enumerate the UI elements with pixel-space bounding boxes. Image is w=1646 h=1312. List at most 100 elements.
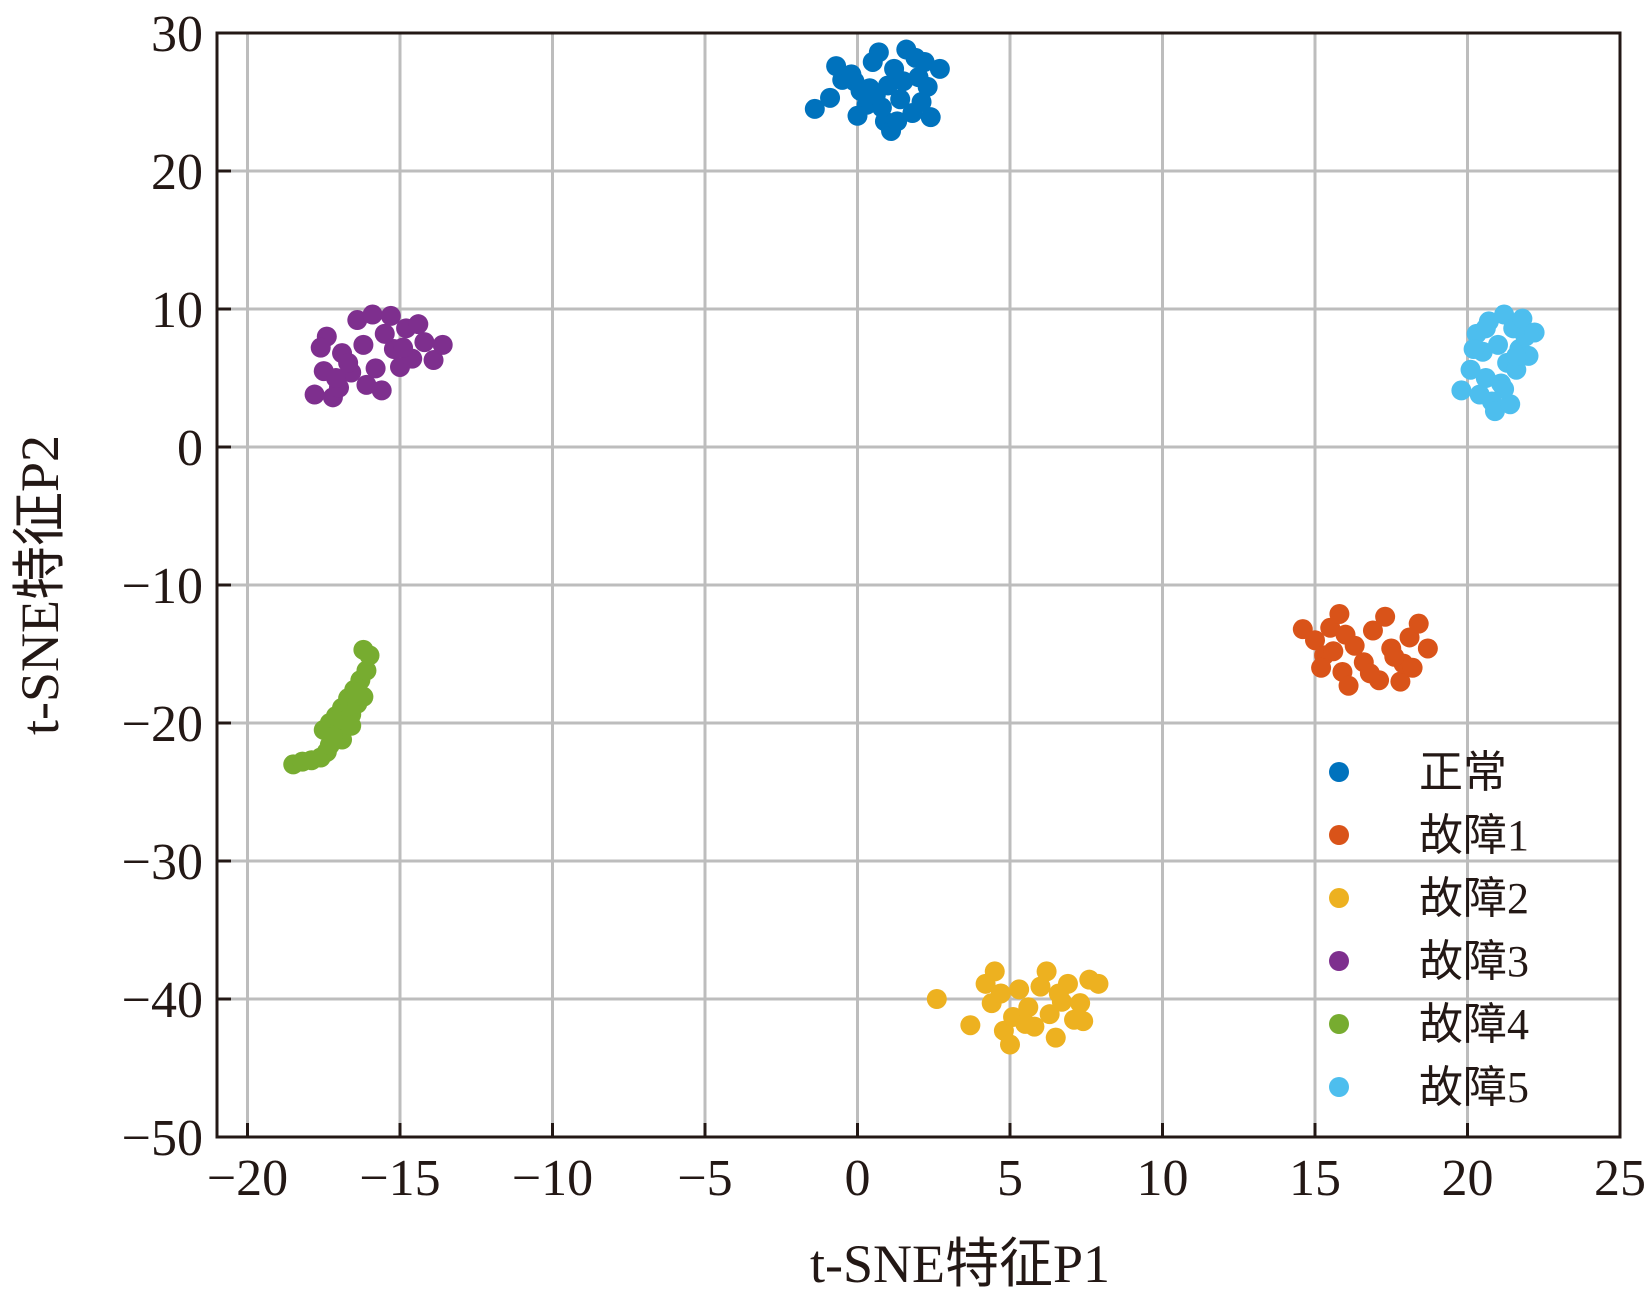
data-point-series-2 (1088, 973, 1109, 994)
data-point-series-4 (356, 660, 377, 681)
data-point-series-0 (826, 56, 847, 77)
data-point-series-3 (347, 310, 368, 331)
data-point-series-1 (1408, 613, 1429, 634)
x-tick-label: 20 (1442, 1150, 1494, 1207)
data-point-series-5 (1494, 379, 1515, 400)
x-tick-label: 5 (997, 1150, 1023, 1207)
data-point-series-1 (1390, 671, 1411, 692)
x-tick-label: −20 (207, 1150, 288, 1207)
data-point-series-5 (1475, 368, 1496, 388)
data-point-series-3 (423, 350, 444, 371)
legend-label: 故障2 (1419, 874, 1529, 923)
x-tick-label: 15 (1289, 1150, 1341, 1207)
data-point-series-3 (371, 380, 392, 401)
grid (217, 33, 1620, 1137)
legend-label: 故障1 (1419, 811, 1529, 860)
legend-marker (1329, 1014, 1349, 1034)
data-point-series-3 (353, 334, 374, 355)
legend-marker (1329, 888, 1349, 908)
data-point-series-2 (1073, 1011, 1094, 1032)
data-point-series-0 (890, 89, 911, 110)
x-tick-label: 25 (1594, 1150, 1646, 1207)
data-point-series-2 (1018, 997, 1039, 1018)
x-tick-label: −15 (359, 1150, 440, 1207)
y-tick-label: −20 (122, 696, 203, 753)
data-point-series-4 (341, 715, 362, 736)
data-point-series-0 (905, 47, 926, 68)
data-point-series-1 (1323, 641, 1344, 662)
data-point-series-0 (911, 92, 932, 112)
data-point-series-3 (374, 323, 395, 344)
data-point-series-2 (1036, 961, 1057, 982)
x-tick-label: 10 (1137, 1150, 1189, 1207)
x-tick-label: −5 (677, 1150, 732, 1207)
data-point-series-3 (356, 374, 377, 395)
data-point-series-2 (990, 983, 1011, 1004)
data-point-series-3 (408, 314, 429, 335)
data-point-series-0 (920, 107, 941, 128)
data-point-series-3 (310, 337, 331, 358)
data-point-series-0 (887, 111, 908, 132)
data-point-series-2 (1048, 983, 1069, 1004)
data-point-series-5 (1484, 401, 1505, 422)
data-point-series-0 (804, 98, 825, 119)
data-point-series-5 (1475, 318, 1496, 339)
data-point-series-5 (1506, 345, 1527, 366)
data-point-series-0 (844, 71, 865, 92)
x-tick-label: 0 (845, 1150, 871, 1207)
data-point-series-2 (1015, 1013, 1036, 1034)
data-point-series-2 (1009, 979, 1030, 1000)
data-point-series-5 (1512, 308, 1533, 329)
legend-label: 故障3 (1419, 937, 1529, 986)
data-point-series-2 (1030, 976, 1051, 997)
data-point-series-2 (1070, 993, 1091, 1014)
data-point-series-2 (984, 961, 1005, 982)
data-point-series-5 (1488, 334, 1508, 355)
data-points (283, 39, 1545, 1055)
data-point-series-0 (893, 71, 914, 92)
legend-label: 正常 (1419, 748, 1507, 797)
data-point-series-5 (1463, 339, 1484, 360)
data-point-series-3 (365, 358, 386, 379)
y-tick-label: −50 (122, 1110, 203, 1167)
legend-label: 故障4 (1419, 1000, 1529, 1049)
data-point-series-2 (1039, 1004, 1060, 1025)
x-axis-title: t-SNE特征P1 (810, 1234, 1110, 1294)
data-point-series-1 (1305, 630, 1325, 651)
data-point-series-0 (917, 76, 938, 97)
data-point-series-0 (868, 42, 889, 63)
legend-label: 故障5 (1419, 1063, 1529, 1112)
data-point-series-5 (1460, 359, 1481, 380)
data-point-series-1 (1338, 675, 1359, 696)
y-tick-label: −30 (122, 834, 203, 891)
y-tick-label: 30 (151, 6, 203, 63)
axis-ticks: −20 −15 −10 −5 0 5 10 15 20 25−50−40−30−20−100102… (122, 6, 1646, 1207)
x-tick-label: −10 (512, 1150, 593, 1207)
data-point-series-2 (1045, 1027, 1066, 1048)
data-point-series-3 (380, 305, 401, 326)
data-point-series-1 (1375, 606, 1396, 627)
data-point-series-2 (926, 989, 947, 1009)
data-point-series-1 (1329, 603, 1350, 624)
legend-marker (1329, 951, 1349, 971)
data-point-series-3 (362, 304, 383, 325)
data-point-series-5 (1451, 380, 1472, 401)
data-point-series-5 (1524, 322, 1545, 343)
data-point-series-1 (1402, 657, 1423, 678)
data-point-series-3 (325, 368, 346, 388)
legend-marker (1329, 762, 1349, 782)
y-tick-label: −40 (122, 972, 203, 1029)
y-tick-label: 20 (151, 144, 203, 201)
data-point-series-4 (347, 682, 368, 703)
y-tick-label: 10 (151, 282, 203, 339)
y-axis-title: t-SNE特征P2 (10, 435, 70, 735)
y-tick-label: 0 (177, 420, 203, 477)
data-point-series-3 (338, 352, 359, 373)
legend-marker (1329, 1077, 1349, 1097)
data-point-series-1 (1384, 646, 1405, 667)
legend-marker (1329, 825, 1349, 845)
data-point-series-3 (304, 384, 325, 405)
data-point-series-1 (1359, 663, 1380, 684)
data-point-series-2 (960, 1015, 981, 1036)
data-point-series-1 (1417, 638, 1438, 659)
